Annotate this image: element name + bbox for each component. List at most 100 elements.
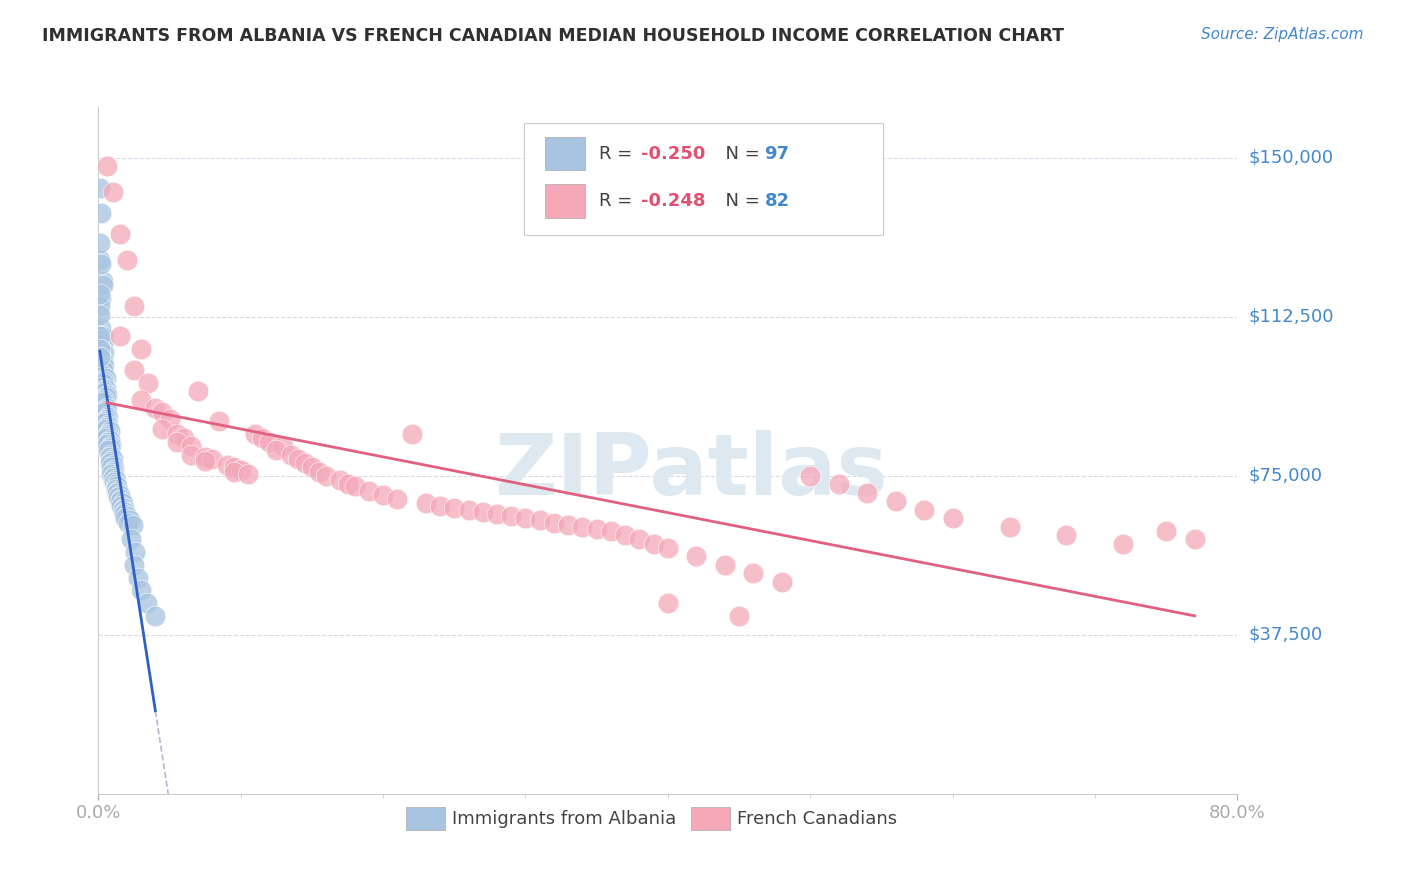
Point bbox=[208, 414, 231, 428]
Point bbox=[96, 401, 118, 415]
Point bbox=[301, 460, 323, 475]
Point bbox=[180, 448, 202, 462]
Point bbox=[105, 479, 128, 493]
Point bbox=[799, 469, 821, 483]
Point bbox=[91, 329, 114, 343]
Point bbox=[136, 376, 159, 390]
Point bbox=[94, 431, 117, 445]
Point bbox=[357, 483, 380, 498]
Point bbox=[657, 541, 679, 555]
Point bbox=[571, 520, 593, 534]
Point bbox=[100, 448, 122, 462]
Point bbox=[90, 380, 112, 394]
Point bbox=[103, 475, 125, 490]
Point bbox=[614, 528, 637, 542]
Point bbox=[112, 507, 135, 521]
Point bbox=[91, 337, 114, 351]
Point bbox=[97, 434, 120, 449]
Point bbox=[166, 426, 188, 441]
Text: N =: N = bbox=[714, 192, 765, 210]
Point bbox=[998, 520, 1021, 534]
Point bbox=[159, 411, 181, 425]
Point bbox=[108, 227, 131, 242]
Point bbox=[856, 486, 879, 500]
Point bbox=[127, 571, 149, 585]
Point bbox=[942, 511, 965, 525]
Point bbox=[94, 422, 117, 436]
Point bbox=[103, 469, 125, 483]
Point bbox=[111, 503, 134, 517]
Point bbox=[90, 342, 112, 356]
Point bbox=[91, 274, 114, 288]
Point bbox=[101, 471, 124, 485]
Point bbox=[884, 494, 907, 508]
Point bbox=[93, 392, 115, 407]
Point bbox=[93, 374, 115, 388]
Point bbox=[89, 235, 111, 250]
Point bbox=[120, 533, 142, 547]
Point bbox=[457, 503, 479, 517]
Point bbox=[89, 180, 111, 194]
Point bbox=[108, 488, 131, 502]
Point bbox=[129, 583, 152, 598]
Point bbox=[387, 492, 409, 507]
Point bbox=[315, 469, 337, 483]
Point bbox=[129, 342, 152, 356]
Point bbox=[122, 299, 145, 313]
Point bbox=[685, 549, 707, 564]
Point bbox=[93, 384, 115, 398]
Point bbox=[97, 443, 120, 458]
Point bbox=[104, 477, 127, 491]
Point bbox=[250, 431, 273, 445]
Text: -0.248: -0.248 bbox=[641, 192, 706, 210]
Point bbox=[152, 405, 174, 419]
Text: R =: R = bbox=[599, 145, 638, 162]
Point bbox=[308, 465, 330, 479]
Point bbox=[108, 329, 131, 343]
Point bbox=[336, 477, 359, 491]
Point bbox=[91, 386, 114, 401]
Point bbox=[742, 566, 765, 581]
Point bbox=[90, 320, 112, 334]
Text: -0.250: -0.250 bbox=[641, 145, 706, 162]
Point bbox=[828, 477, 851, 491]
Text: $37,500: $37,500 bbox=[1249, 626, 1323, 644]
Point bbox=[600, 524, 623, 538]
Point bbox=[145, 401, 167, 415]
Point bbox=[98, 425, 121, 439]
Point bbox=[97, 426, 120, 441]
Point bbox=[98, 442, 121, 456]
Point bbox=[294, 456, 316, 470]
Point bbox=[90, 206, 112, 220]
Point bbox=[96, 160, 118, 174]
Point bbox=[115, 252, 138, 267]
Point bbox=[166, 434, 188, 449]
Point bbox=[89, 299, 111, 313]
Point bbox=[401, 426, 423, 441]
Point bbox=[108, 494, 131, 508]
Point bbox=[187, 384, 209, 398]
Point bbox=[100, 467, 122, 481]
Point bbox=[100, 460, 122, 475]
Point bbox=[93, 359, 115, 373]
Point bbox=[135, 596, 157, 610]
Point bbox=[912, 503, 935, 517]
Point bbox=[117, 516, 139, 530]
Point bbox=[94, 414, 117, 428]
Text: Immigrants from Albania: Immigrants from Albania bbox=[453, 810, 676, 828]
Point bbox=[96, 388, 118, 402]
Text: $112,500: $112,500 bbox=[1249, 308, 1334, 326]
Text: R =: R = bbox=[599, 192, 638, 210]
Point bbox=[89, 329, 111, 343]
Point bbox=[229, 462, 252, 476]
Text: 82: 82 bbox=[765, 192, 790, 210]
Point bbox=[112, 500, 135, 515]
Point bbox=[585, 522, 607, 536]
Text: 97: 97 bbox=[765, 145, 790, 162]
Point bbox=[657, 596, 679, 610]
Point bbox=[105, 486, 128, 500]
Point bbox=[107, 483, 129, 498]
Point bbox=[91, 376, 114, 390]
Point bbox=[94, 391, 117, 405]
Point bbox=[728, 608, 751, 623]
